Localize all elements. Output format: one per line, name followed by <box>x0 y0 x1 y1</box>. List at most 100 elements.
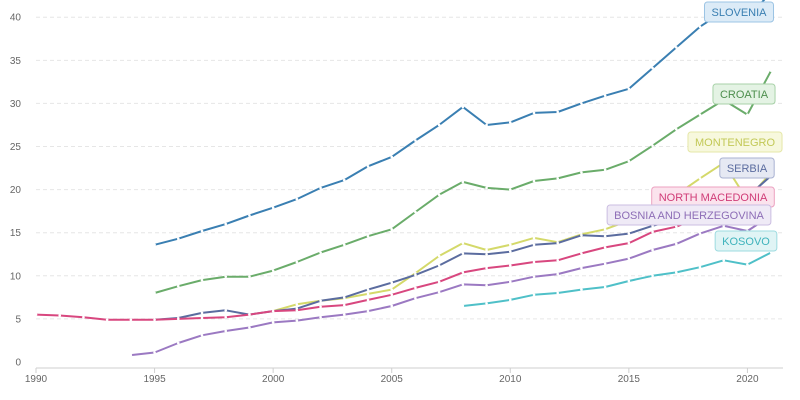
label-text: NORTH MACEDONIA <box>659 192 768 204</box>
data-point <box>224 329 228 333</box>
series-line-north-macedonia <box>35 197 773 321</box>
data-point <box>414 210 417 214</box>
y-tick-label: 10 <box>10 271 22 282</box>
data-point <box>603 246 607 249</box>
data-point <box>437 123 441 127</box>
data-point <box>532 293 536 297</box>
data-point <box>437 193 441 197</box>
label-text: SLOVENIA <box>711 7 767 19</box>
data-point <box>461 180 465 184</box>
data-point <box>746 263 749 266</box>
data-point <box>390 304 394 308</box>
data-point <box>508 121 512 124</box>
data-point <box>698 177 702 180</box>
x-axis: 1990 1995 2000 2005 2010 2015 2020 <box>25 367 783 385</box>
data-point <box>224 222 228 226</box>
label-north-macedonia: NORTH MACEDONIA <box>651 186 775 208</box>
data-point <box>295 260 299 264</box>
data-point <box>556 110 560 114</box>
data-point <box>485 266 488 270</box>
label-bosnia-and-herzegovina: BOSNIA AND HERZEGOVINA <box>606 204 772 226</box>
data-point <box>485 302 488 305</box>
data-point <box>200 311 204 315</box>
data-point <box>627 241 631 245</box>
data-point <box>414 273 417 277</box>
x-tick-label: 2005 <box>381 374 404 385</box>
data-point <box>461 271 465 274</box>
data-point <box>485 186 488 190</box>
data-point <box>580 288 583 291</box>
label-text: BOSNIA AND HERZEGOVINA <box>614 210 764 222</box>
label-kosovo: KOSOVO <box>714 230 778 252</box>
data-point <box>461 105 465 109</box>
data-point <box>532 260 536 264</box>
data-point <box>556 291 560 295</box>
series-kosovo <box>461 251 773 308</box>
data-point <box>508 264 512 267</box>
data-point <box>153 291 156 295</box>
label-box <box>687 131 783 153</box>
x-tick-label: 1990 <box>25 374 48 385</box>
y-tick-label: 40 <box>10 13 22 24</box>
data-point <box>176 284 180 288</box>
data-point <box>603 262 607 266</box>
data-point <box>248 275 251 278</box>
data-point <box>224 308 228 312</box>
label-box <box>606 204 772 226</box>
data-point <box>342 178 346 182</box>
series-group <box>34 0 773 357</box>
data-point <box>461 283 465 286</box>
data-point <box>461 241 465 245</box>
label-croatia: CROATIA <box>712 83 776 105</box>
data-point <box>366 298 370 302</box>
data-point <box>390 155 394 159</box>
data-point <box>485 248 488 252</box>
label-text: CROATIA <box>720 89 769 101</box>
data-point <box>342 243 346 247</box>
data-point <box>674 271 678 274</box>
x-tick-label: 1995 <box>143 374 166 385</box>
data-point <box>319 315 322 319</box>
data-point <box>366 309 370 313</box>
label-box <box>714 230 778 252</box>
data-point <box>224 315 228 319</box>
data-point <box>461 304 465 308</box>
series-labels: SLOVENIA CROATIA MONTENEGRO SERBIA NORTH MAC… <box>606 1 783 252</box>
data-point <box>746 113 749 116</box>
data-point <box>698 265 702 269</box>
data-point <box>627 279 631 283</box>
data-point <box>485 123 488 127</box>
x-tick-label: 2015 <box>618 374 641 385</box>
data-point <box>580 252 583 255</box>
data-point <box>532 236 536 240</box>
data-point <box>532 243 536 247</box>
data-point <box>129 353 133 357</box>
data-point <box>603 94 607 97</box>
data-point <box>129 318 133 322</box>
y-tick-label: 30 <box>10 99 22 110</box>
y-tick-label: 15 <box>10 228 22 239</box>
data-point <box>698 113 702 116</box>
data-point <box>698 232 702 235</box>
series-bosnia-and-herzegovina <box>129 214 773 357</box>
data-point <box>366 288 370 291</box>
data-point <box>674 46 678 49</box>
data-point <box>769 69 773 72</box>
data-point <box>674 225 678 228</box>
data-point <box>366 165 370 168</box>
data-point <box>248 326 251 329</box>
data-point <box>651 230 654 234</box>
label-slovenia: SLOVENIA <box>703 1 775 23</box>
x-tick-label: 2000 <box>262 374 285 385</box>
data-point <box>319 186 322 190</box>
data-point <box>437 264 441 267</box>
data-point <box>176 237 180 241</box>
data-point <box>556 177 560 180</box>
data-point <box>200 333 204 337</box>
label-box <box>719 157 775 179</box>
data-point <box>414 296 417 300</box>
label-box <box>712 83 776 105</box>
label-text: MONTENEGRO <box>695 137 776 149</box>
data-point <box>627 257 631 260</box>
